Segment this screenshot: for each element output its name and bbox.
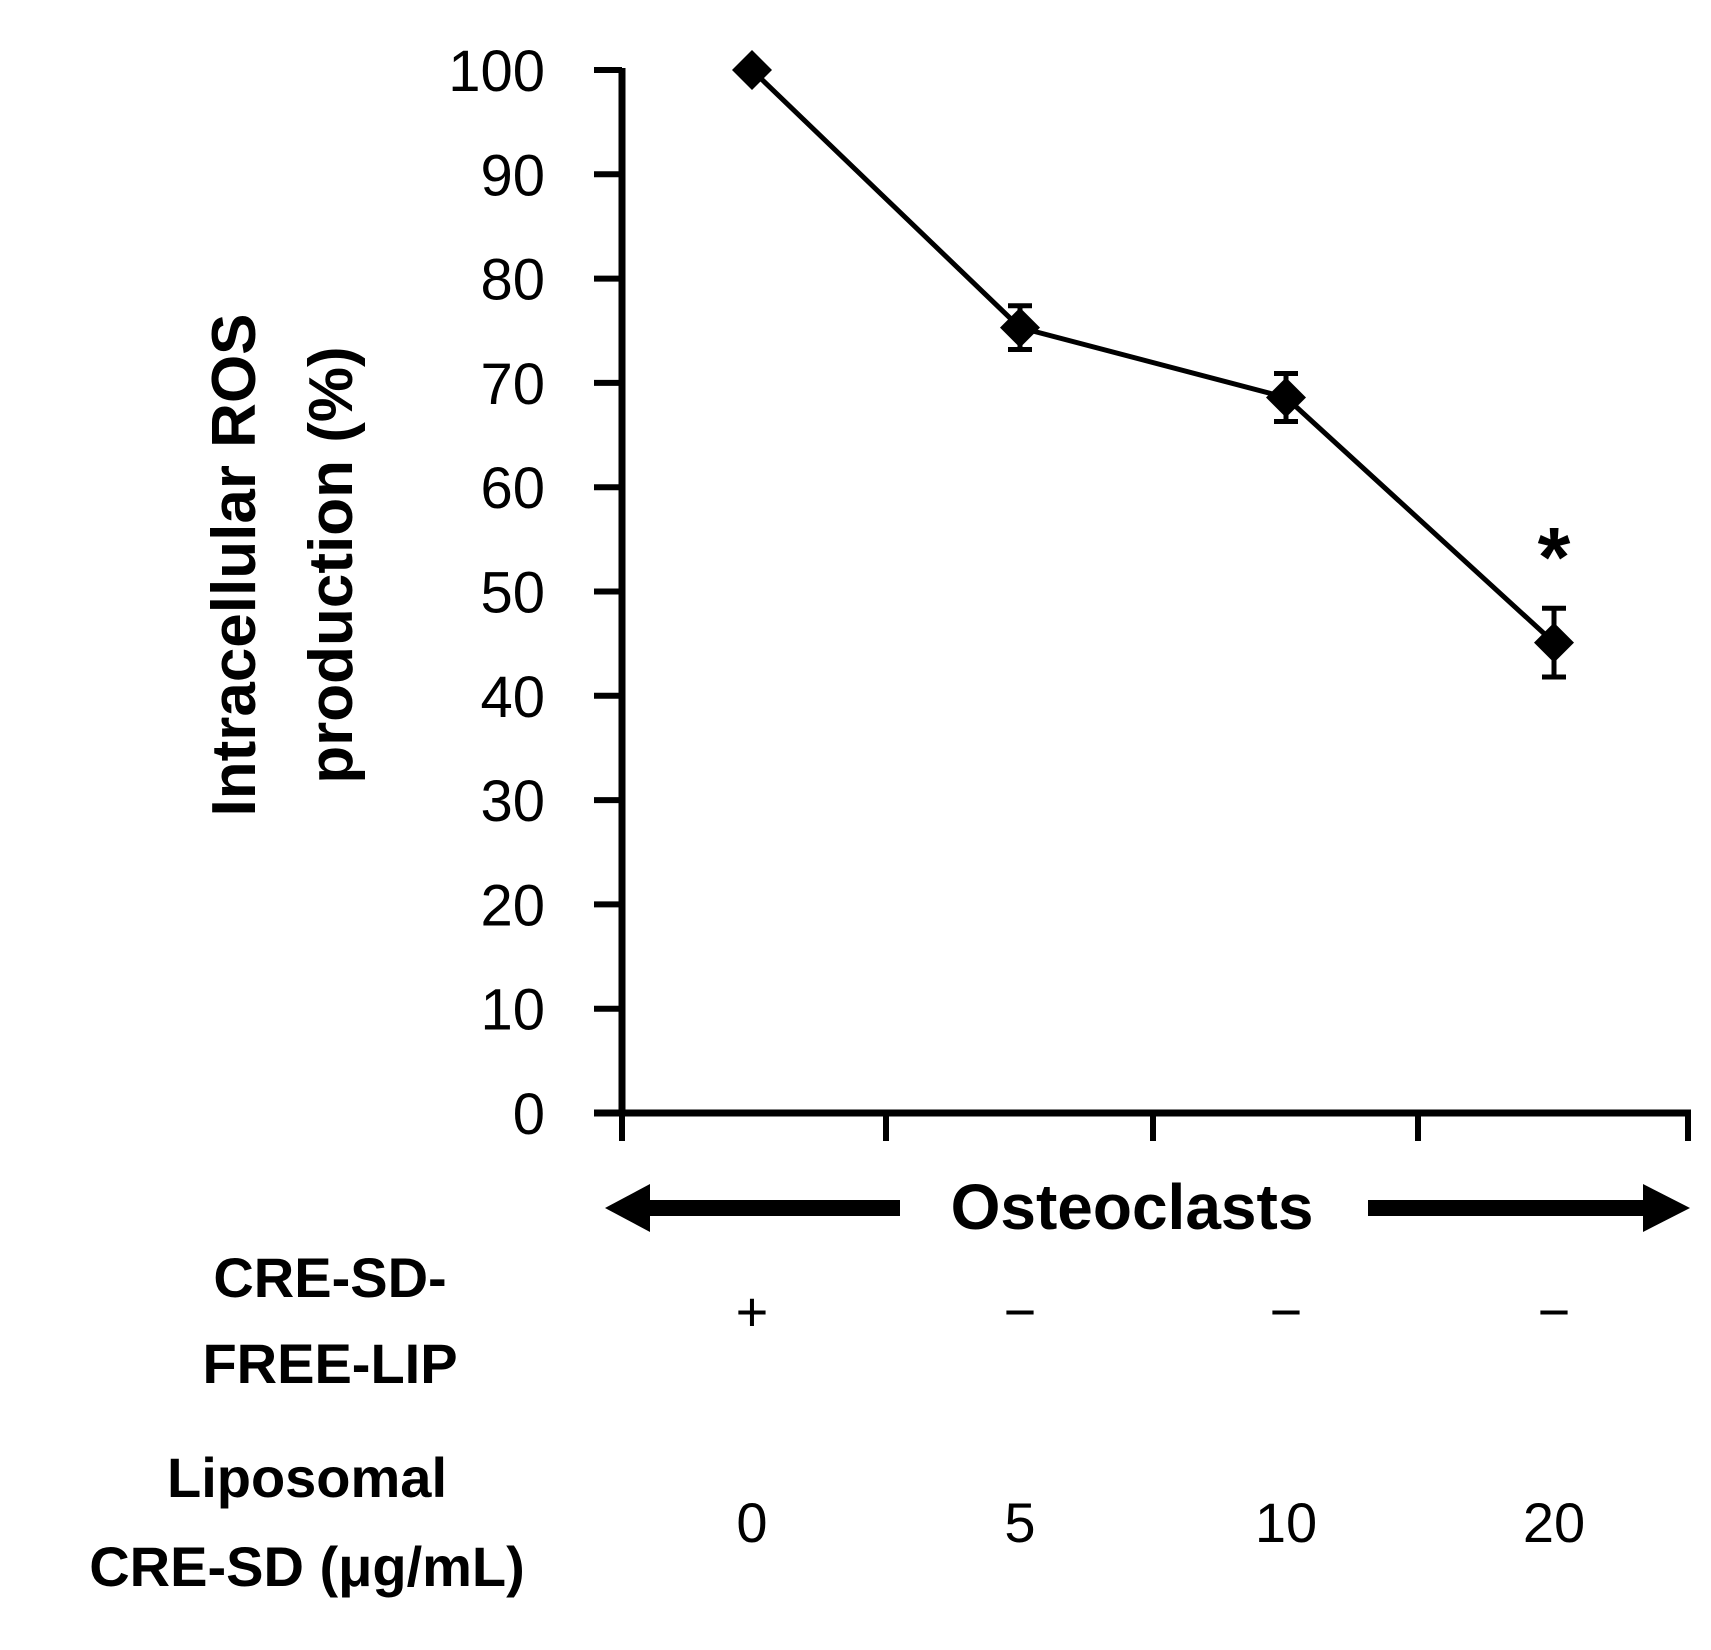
y-axis: 0 10 20 30 40 50 60 70 80 90 100 [448,39,626,1147]
y-tick-label: 100 [448,39,545,104]
condition-value: 5 [1004,1491,1035,1554]
banner-label: Osteoclasts [951,1171,1314,1243]
series-line-group: * [732,50,1574,680]
y-axis-label-line-2: production (%) [297,346,366,783]
data-point [1534,622,1574,663]
y-axis-label-line-1: Intracellular ROS [200,313,269,816]
y-tick-label: 80 [480,248,545,313]
y-tick-label: 60 [480,456,545,521]
row-label-liposomal-line-1: Liposomal [167,1446,447,1509]
y-tick-label: 50 [480,561,545,626]
data-point [1000,307,1040,348]
condition-value: 20 [1523,1491,1585,1554]
data-point [1266,377,1306,418]
y-tick-label: 40 [480,665,545,730]
condition-rows: CRE-SD- FREE-LIP Liposomal CRE-SD (μg/mL… [89,1246,1585,1598]
row-label-free-lip-line-1: CRE-SD- [213,1246,446,1309]
y-tick-label: 20 [480,873,545,938]
row-label-free-lip-line-2: FREE-LIP [202,1332,457,1395]
condition-value: 0 [736,1491,767,1554]
data-point [732,50,772,90]
condition-value: − [1538,1280,1571,1343]
y-tick-label: 90 [480,143,545,208]
condition-value: + [736,1280,769,1343]
y-tick-label: 10 [480,978,545,1043]
x-axis [594,1109,1691,1141]
osteoclasts-banner: Osteoclasts [605,1171,1690,1243]
y-axis-label: Intracellular ROS production (%) [200,313,366,816]
y-tick-label: 0 [513,1082,545,1147]
row-label-liposomal-line-2: CRE-SD (μg/mL) [89,1535,525,1598]
condition-value: − [1270,1280,1303,1343]
condition-value: 10 [1255,1491,1317,1554]
y-tick-label: 70 [480,352,545,417]
banner-arrowhead-right [1643,1184,1690,1232]
series-line [750,68,1556,645]
significance-marker: * [1538,510,1571,604]
y-tick-label: 30 [480,769,545,834]
banner-arrowhead-left [605,1184,650,1232]
condition-value: − [1004,1280,1037,1343]
